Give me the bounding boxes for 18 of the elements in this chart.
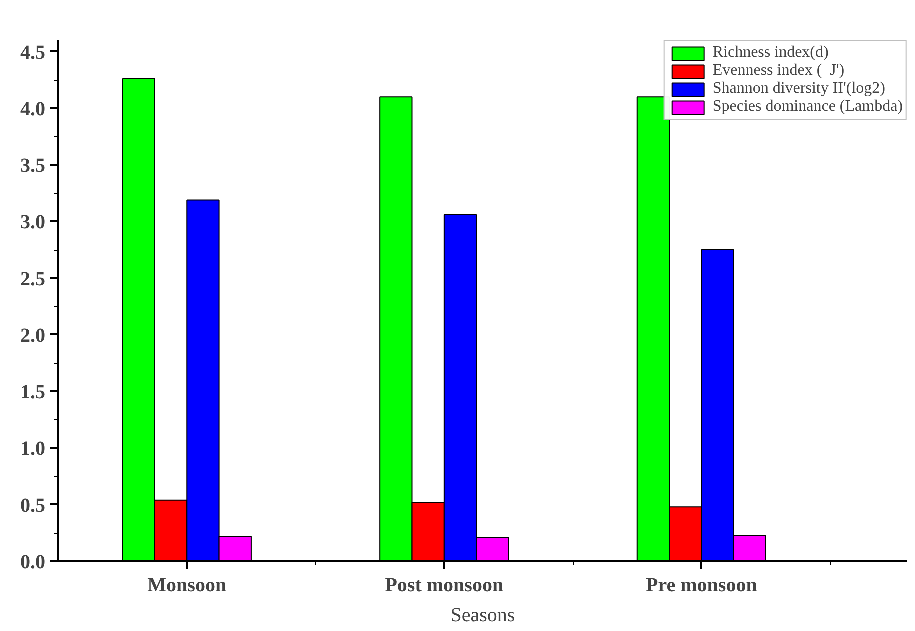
y-tick-label: 0.0 [20,552,46,574]
y-tick-label: 3.5 [20,155,46,178]
y-tick-label: 4.0 [20,98,46,120]
x-tick-label: Post monsoon [385,574,504,596]
legend-label: Shannon diversity II'(log2) [712,80,886,98]
y-tick-label: 3.0 [20,212,46,234]
x-tick-label: Pre monsoon [646,574,758,596]
y-tick-label: 1.5 [20,382,46,404]
y-tick-label: 1.0 [20,438,46,460]
y-tick-label: 2.5 [20,268,46,290]
y-tick-label: 2.0 [20,324,46,347]
legend-label: Richness index(d) [712,44,829,62]
x-tick-label: Monsoon [148,574,227,596]
y-tick-label: 4.5 [20,42,46,64]
legend-label: Evenness index ( J') [712,62,845,80]
y-tick-label: 0.5 [20,494,46,517]
x-axis-title: Seasons [450,604,516,626]
legend-label: Species dominance (Lambda) [712,98,903,116]
